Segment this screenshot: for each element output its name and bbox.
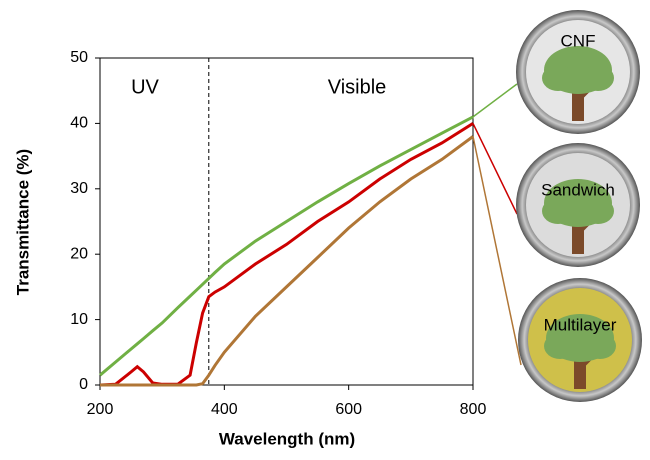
x-tick-label: 600	[335, 401, 362, 418]
connector	[472, 123, 518, 215]
y-tick-label: 30	[70, 180, 88, 197]
series-line	[99, 122, 474, 387]
x-axis-label: Wavelength (nm)	[219, 429, 355, 448]
connector	[472, 136, 522, 366]
x-tick-label: 800	[460, 401, 487, 418]
y-axis-label: Transmittance (%)	[13, 149, 32, 295]
y-tick-label: 10	[70, 311, 88, 328]
y-tick-label: 0	[79, 376, 88, 393]
series-line	[100, 135, 474, 387]
x-tick-label: 400	[211, 401, 238, 418]
legend-label: Sandwich	[541, 180, 615, 199]
y-tick-label: 50	[70, 49, 88, 66]
x-tick-label: 200	[87, 401, 114, 418]
y-tick-label: 20	[70, 245, 88, 262]
annotation: UV	[131, 76, 159, 98]
plot-frame	[99, 57, 474, 386]
legend-label: CNF	[561, 31, 596, 50]
series-line	[99, 115, 474, 377]
connector	[472, 83, 518, 118]
y-tick-label: 40	[70, 115, 88, 132]
legend-label: Multilayer	[544, 315, 617, 334]
annotation: Visible	[328, 76, 387, 98]
